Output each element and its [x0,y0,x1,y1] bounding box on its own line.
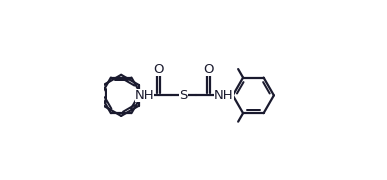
Text: NH: NH [135,89,154,102]
Text: NH: NH [214,89,234,102]
Text: O: O [204,63,214,76]
Text: O: O [153,63,164,76]
Text: S: S [180,89,188,102]
